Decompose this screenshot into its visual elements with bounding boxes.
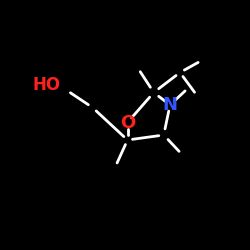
Text: HO: HO <box>32 76 60 94</box>
Text: N: N <box>162 96 178 114</box>
Text: O: O <box>120 114 135 132</box>
